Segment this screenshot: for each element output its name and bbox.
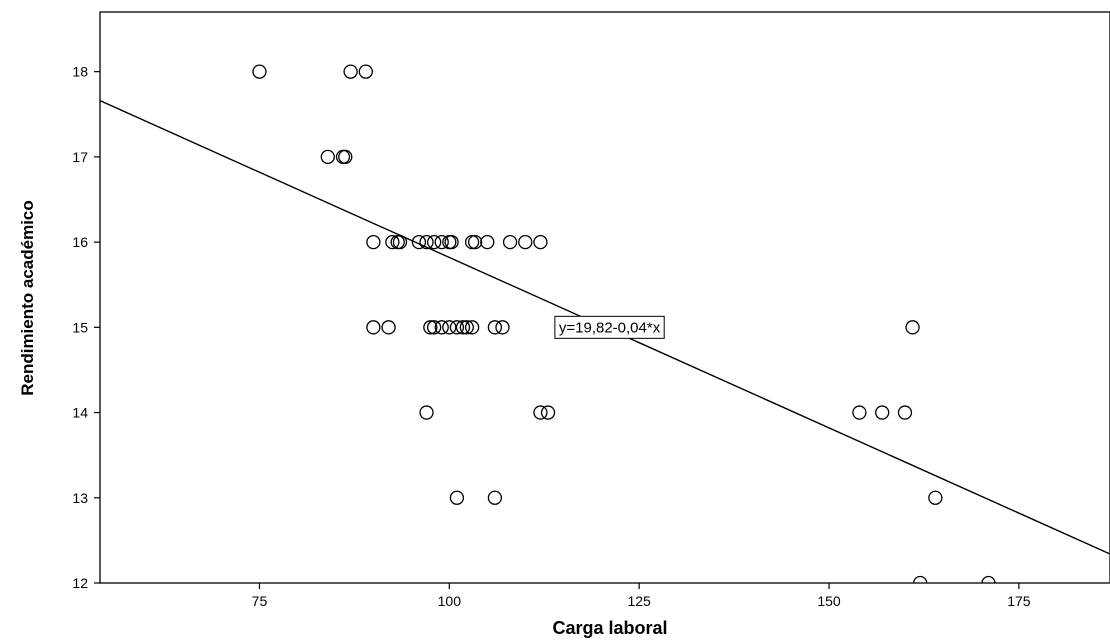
scatter-point xyxy=(464,320,480,335)
scatter-points xyxy=(252,64,996,583)
scatter-point xyxy=(434,320,449,335)
x-tick-label: 100 xyxy=(438,593,462,609)
scatter-point xyxy=(897,405,913,420)
scatter-point xyxy=(487,320,503,335)
equation-box xyxy=(554,315,665,339)
y-tick-label: 13 xyxy=(72,490,88,506)
scatter-point xyxy=(381,320,396,335)
y-tick-label: 17 xyxy=(72,149,88,165)
scatter-point xyxy=(419,234,434,250)
scatter-point xyxy=(423,320,438,335)
axis-tick-labels: 75 100 125 150 175 12 13 14 15 16 17 18 xyxy=(72,64,1030,609)
scatter-point xyxy=(487,490,503,505)
y-tick-label: 14 xyxy=(72,405,88,421)
scatter-point xyxy=(444,234,459,250)
y-axis-title: Rendimiento académico xyxy=(18,200,37,396)
scatter-point xyxy=(928,490,943,505)
y-tick-label: 18 xyxy=(72,64,88,80)
x-tick-label: 125 xyxy=(627,593,651,609)
scatter-point xyxy=(434,234,449,250)
scatter-point xyxy=(442,320,457,335)
scatter-point xyxy=(905,320,920,335)
y-tick-label: 16 xyxy=(72,234,88,250)
scatter-point xyxy=(426,320,442,335)
equation-label: y=19,82-0,04*x xyxy=(559,319,661,336)
scatter-point xyxy=(343,64,358,79)
scatter-point xyxy=(385,234,400,250)
scatter-point xyxy=(533,405,548,420)
scatter-point xyxy=(252,64,267,79)
scatter-point xyxy=(913,575,928,583)
plot-frame xyxy=(99,11,1110,584)
scatter-point xyxy=(495,320,510,335)
scatter-point xyxy=(449,490,465,505)
x-tick-label: 150 xyxy=(817,593,841,609)
axis-ticks xyxy=(94,71,1020,589)
scatter-point xyxy=(392,234,408,250)
scatter-point xyxy=(449,320,465,335)
x-axis-title: Carga laboral xyxy=(552,618,667,638)
scatter-point xyxy=(366,320,381,335)
scatter-point xyxy=(502,234,518,250)
scatter-point xyxy=(464,234,480,250)
y-tick-label: 12 xyxy=(72,575,88,591)
scatter-point xyxy=(338,149,353,165)
x-tick-label: 175 xyxy=(1007,593,1031,609)
scatter-point xyxy=(480,234,495,250)
scatter-point xyxy=(411,234,427,250)
scatter-point xyxy=(467,234,483,250)
scatter-point xyxy=(459,320,474,335)
scatter-point xyxy=(455,320,471,335)
y-tick-label: 15 xyxy=(72,319,88,335)
scatter-point xyxy=(852,405,867,420)
scatter-point xyxy=(540,405,556,420)
scatter-point xyxy=(366,234,381,250)
scatter-point xyxy=(358,64,373,79)
scatter-point xyxy=(419,405,434,420)
scatter-point xyxy=(875,405,890,420)
scatter-point xyxy=(320,149,335,165)
x-tick-label: 75 xyxy=(252,593,268,609)
regression-equation-annotation: y=19,82-0,04*x xyxy=(554,315,665,339)
scatter-point xyxy=(533,234,548,250)
scatter-point xyxy=(981,575,996,583)
scatter-point xyxy=(518,234,533,250)
scatter-point xyxy=(426,234,442,250)
